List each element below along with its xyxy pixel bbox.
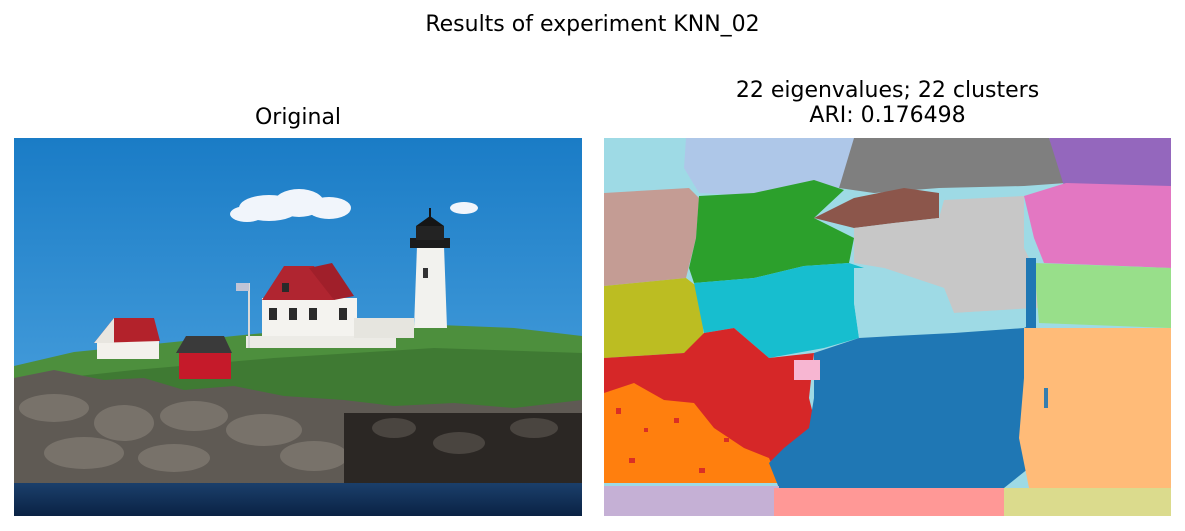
segment-blue-strip: [1026, 258, 1036, 328]
segment-light-gray: [854, 196, 1039, 313]
segmentation-image: [604, 138, 1171, 516]
segmentation-title-line-1: 22 eigenvalues; 22 clusters: [735, 78, 1040, 103]
segmentation-panel-title: 22 eigenvalues; 22 clusters ARI: 0.17649…: [604, 78, 1171, 128]
lighthouse-tower: [410, 208, 450, 328]
segment-cyan: [694, 263, 864, 358]
segment-olive: [604, 278, 704, 358]
water: [14, 483, 582, 516]
cluster-label-map: [604, 138, 1171, 516]
lighthouse-photo: [14, 138, 582, 516]
segment-pink: [1024, 183, 1171, 268]
original-panel-title: Original: [254, 105, 342, 130]
segment-light-cyan: [854, 268, 1039, 338]
segment-brown: [814, 188, 939, 228]
segment-light-red: [774, 488, 1004, 516]
segment-orange: [604, 383, 779, 483]
segment-light-pink: [794, 360, 820, 380]
keeper-house: [262, 263, 357, 338]
segment-light-orange: [1019, 328, 1171, 488]
segment-green: [689, 180, 854, 283]
segment-light-purple: [604, 486, 779, 516]
original-image: [14, 138, 582, 516]
segment-gray: [839, 138, 1066, 193]
segment-light-blue: [684, 138, 864, 196]
segment-light-olive: [1004, 488, 1171, 516]
cloud: [230, 189, 478, 222]
segment-blue: [769, 323, 1039, 488]
segment-tan: [604, 188, 699, 286]
white-shed: [94, 318, 160, 359]
figure-title: Results of experiment KNN_02: [425, 12, 760, 37]
segment-light-green: [1034, 263, 1171, 328]
segmentation-title-line-2: ARI: 0.176498: [809, 103, 966, 128]
red-shed: [176, 336, 232, 379]
